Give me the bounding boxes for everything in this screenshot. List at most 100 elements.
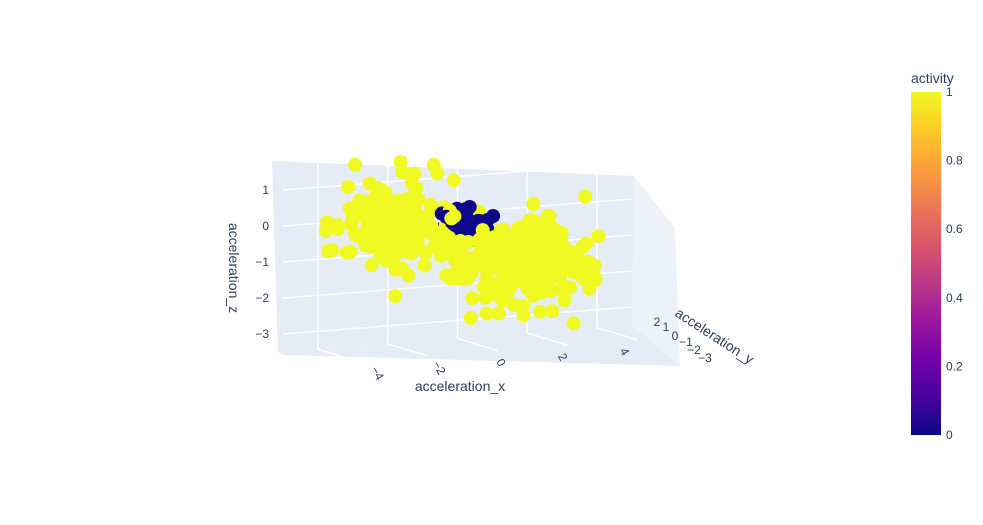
data-point: [566, 316, 581, 331]
data-point: [528, 239, 543, 254]
data-point: [418, 246, 433, 260]
grid-line-z: [282, 306, 633, 335]
z-axis-title: acceleration_z: [226, 223, 242, 313]
data-points: [318, 155, 606, 331]
data-point: [526, 196, 541, 211]
colorbar-title: activity: [911, 70, 954, 86]
data-point: [545, 304, 560, 319]
data-point: [454, 245, 469, 260]
data-point: [393, 155, 408, 170]
z-tick-label: −1: [255, 255, 269, 269]
data-point: [401, 268, 416, 283]
data-point: [442, 230, 457, 245]
z-tick-label: −2: [255, 291, 269, 305]
data-point: [545, 259, 560, 274]
data-point: [364, 258, 379, 273]
data-point: [565, 247, 580, 262]
colorbar-tick-label: 0.4: [946, 291, 963, 305]
data-point: [407, 166, 422, 181]
data-point: [511, 221, 526, 236]
data-point: [465, 291, 480, 306]
data-point: [404, 220, 419, 235]
data-point: [348, 157, 363, 172]
colorbar-tick-label: 0: [946, 428, 953, 442]
data-point: [380, 222, 394, 236]
grid-line-x-floor: [596, 326, 638, 341]
data-point: [379, 200, 394, 214]
data-point: [533, 304, 548, 319]
data-point: [446, 173, 461, 188]
data-point: [503, 232, 517, 247]
colorbar-tick-label: 0.8: [946, 154, 963, 168]
data-point: [463, 311, 478, 325]
data-point: [453, 234, 468, 248]
data-point: [411, 192, 426, 207]
data-point: [409, 181, 423, 195]
data-point: [507, 265, 522, 280]
colorbar-ticks: 0 0.2 0.4 0.6 0.8 1: [946, 85, 963, 442]
colorbar: [911, 92, 941, 435]
data-point: [506, 298, 521, 313]
data-point: [557, 293, 572, 308]
data-point: [556, 278, 571, 293]
data-point: [579, 236, 594, 251]
data-point: [370, 180, 385, 195]
grid-line-x-floor: [317, 348, 359, 363]
x-tick-label: −2: [430, 358, 449, 377]
data-point: [577, 260, 592, 274]
data-point: [447, 209, 462, 224]
data-point: [345, 213, 360, 228]
data-point: [403, 202, 417, 217]
data-point: [381, 241, 396, 256]
data-point: [516, 308, 531, 323]
data-point: [359, 223, 374, 238]
colorbar-tick-label: 0.2: [946, 359, 963, 373]
y-tick-label: −1: [679, 335, 693, 349]
data-point: [520, 258, 535, 273]
data-point: [535, 220, 550, 235]
data-point: [393, 195, 408, 210]
data-point: [325, 243, 340, 258]
y-tick-label: 0: [672, 329, 679, 343]
y-tick-label: −2: [687, 343, 701, 357]
z-tick-label: 1: [262, 183, 269, 197]
data-point: [423, 198, 438, 212]
grid-line-x-floor: [457, 337, 498, 352]
data-point: [404, 231, 419, 246]
grid-line-x-floor: [527, 332, 568, 346]
data-point: [417, 258, 432, 273]
data-point: [472, 232, 487, 247]
data-point: [330, 222, 345, 237]
data-point: [545, 228, 560, 243]
data-point: [478, 290, 493, 305]
data-point: [516, 246, 530, 261]
data-point: [588, 271, 603, 286]
data-point: [483, 250, 497, 265]
colorbar-tick-label: 0.6: [946, 222, 963, 236]
data-point: [318, 224, 333, 239]
data-point: [388, 289, 403, 304]
data-point: [502, 255, 516, 270]
data-point: [476, 279, 491, 294]
data-point: [439, 268, 454, 283]
data-point: [578, 189, 593, 204]
y-tick-label: 2: [654, 315, 661, 329]
data-point: [424, 219, 439, 234]
data-point: [462, 200, 477, 214]
data-point: [341, 180, 356, 195]
data-point: [486, 237, 500, 252]
data-point: [360, 210, 375, 225]
y-tick-label: −3: [698, 351, 712, 365]
x-tick-label: −4: [368, 364, 387, 383]
z-tick-label: −3: [255, 327, 269, 341]
colorbar-tick-label: 1: [946, 85, 953, 99]
y-tick-label: 1: [663, 320, 670, 334]
data-point: [454, 258, 469, 273]
data-point: [358, 238, 373, 253]
data-point: [582, 281, 597, 296]
data-point: [536, 282, 551, 297]
data-point: [479, 306, 494, 321]
data-point: [587, 258, 602, 273]
data-point: [491, 306, 506, 321]
